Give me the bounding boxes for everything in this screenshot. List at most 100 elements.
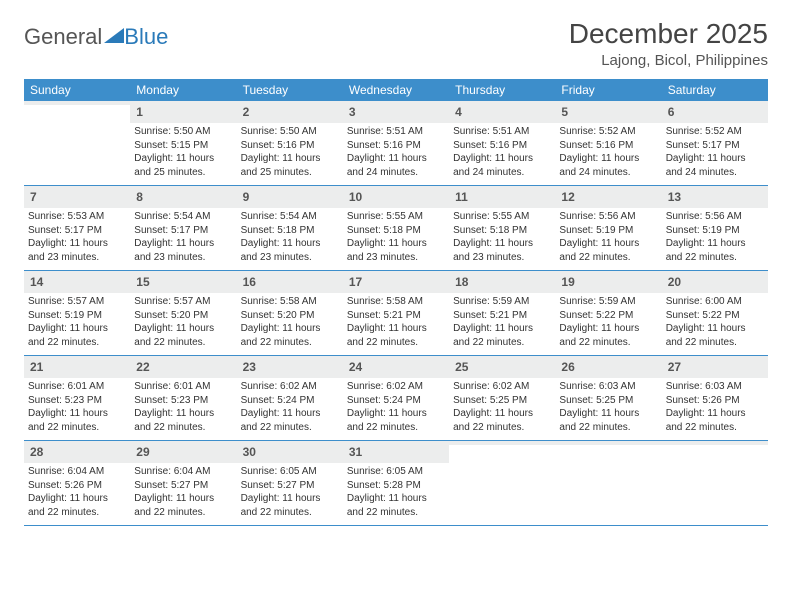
daylight-text: Daylight: 11 hours and 22 minutes. <box>666 237 764 264</box>
sunset-text: Sunset: 5:16 PM <box>559 139 657 153</box>
day-number-row: 22 <box>130 356 236 378</box>
calendar-day: 18Sunrise: 5:59 AMSunset: 5:21 PMDayligh… <box>449 271 555 355</box>
day-number: 2 <box>243 105 250 119</box>
calendar-day: 29 Sunrise: 6:04 AMSunset: 5:27 PMDayligh… <box>130 441 236 525</box>
day-number: 18 <box>455 275 468 289</box>
day-info: Sunrise: 6:04 AMSunset: 5:27 PMDaylight:… <box>134 465 232 519</box>
sunset-text: Sunset: 5:22 PM <box>666 309 764 323</box>
day-number: 17 <box>349 275 362 289</box>
calendar-day: 2Sunrise: 5:50 AMSunset: 5:16 PMDaylight… <box>237 101 343 185</box>
sunset-text: Sunset: 5:26 PM <box>28 479 126 493</box>
day-number-row: 30 <box>237 441 343 463</box>
sunrise-text: Sunrise: 6:01 AM <box>28 380 126 394</box>
day-info: Sunrise: 5:56 AMSunset: 5:19 PMDaylight:… <box>559 210 657 264</box>
day-number: 14 <box>30 275 43 289</box>
calendar-day: 30Sunrise: 6:05 AMSunset: 5:27 PMDayligh… <box>237 441 343 525</box>
daylight-text: Daylight: 11 hours and 24 minutes. <box>666 152 764 179</box>
sunrise-text: Sunrise: 5:54 AM <box>134 210 232 224</box>
sunrise-text: Sunrise: 6:00 AM <box>666 295 764 309</box>
day-number: 5 <box>561 105 568 119</box>
calendar-day: 10Sunrise: 5:55 AMSunset: 5:18 PMDayligh… <box>343 186 449 270</box>
day-number: 1 <box>136 105 143 119</box>
day-number-row: 23 <box>237 356 343 378</box>
calendar-week: 14 Sunrise: 5:57 AM Sunset: 5:19 PM Dayligh… <box>24 271 768 356</box>
day-info: Sunrise: 5:50 AMSunset: 5:15 PMDaylight:… <box>134 125 232 179</box>
day-number: 19 <box>561 275 574 289</box>
calendar-day: 15Sunrise: 5:57 AMSunset: 5:20 PMDayligh… <box>130 271 236 355</box>
day-number: 20 <box>668 275 681 289</box>
sunset-text: Sunset: 5:25 PM <box>453 394 551 408</box>
daylight-text: Daylight: 11 hours and 22 minutes. <box>134 492 232 519</box>
weekday-header: Thursday <box>449 79 555 101</box>
sunset-text: Sunset: 5:24 PM <box>347 394 445 408</box>
month-title: December 2025 <box>569 18 768 50</box>
day-number-row: 7 <box>24 186 130 208</box>
calendar-day: 6Sunrise: 5:52 AMSunset: 5:17 PMDaylight… <box>662 101 768 185</box>
weekday-header-row: Sunday Monday Tuesday Wednesday Thursday… <box>24 79 768 101</box>
sunrise-text: Sunrise: 5:50 AM <box>134 125 232 139</box>
daylight-text: Daylight: 11 hours and 22 minutes. <box>347 407 445 434</box>
day-info: Sunrise: 6:05 AMSunset: 5:27 PMDaylight:… <box>241 465 339 519</box>
day-number-row: 21 <box>24 356 130 378</box>
calendar: Sunday Monday Tuesday Wednesday Thursday… <box>24 79 768 526</box>
sunset-text: Sunset: 5:24 PM <box>241 394 339 408</box>
sunset-text: Sunset: 5:19 PM <box>28 309 126 323</box>
daylight-text: Daylight: 11 hours and 23 minutes. <box>453 237 551 264</box>
sunrise-text: Sunrise: 5:52 AM <box>666 125 764 139</box>
sunrise-text: Sunrise: 5:51 AM <box>453 125 551 139</box>
weekday-header: Friday <box>555 79 661 101</box>
day-number: 12 <box>561 190 574 204</box>
sunrise-text: Sunrise: 5:54 AM <box>241 210 339 224</box>
day-number-row <box>662 441 768 445</box>
day-number-row: 28 <box>24 441 130 463</box>
daylight-text: Daylight: 11 hours and 22 minutes. <box>241 492 339 519</box>
sunset-text: Sunset: 5:22 PM <box>559 309 657 323</box>
calendar-week: 1 Sunrise: 5:50 AMSunset: 5:15 PMDaylight… <box>24 101 768 186</box>
sunset-text: Sunset: 5:20 PM <box>241 309 339 323</box>
sunrise-text: Sunrise: 6:05 AM <box>347 465 445 479</box>
day-info: Sunrise: 5:51 AMSunset: 5:16 PMDaylight:… <box>453 125 551 179</box>
day-number-row: 29 <box>130 441 236 463</box>
sunset-text: Sunset: 5:16 PM <box>241 139 339 153</box>
sunrise-text: Sunrise: 5:55 AM <box>347 210 445 224</box>
calendar-day: 19Sunrise: 5:59 AMSunset: 5:22 PMDayligh… <box>555 271 661 355</box>
day-number-row: 6 <box>662 101 768 123</box>
day-number: 29 <box>136 445 149 459</box>
sunset-text: Sunset: 5:16 PM <box>453 139 551 153</box>
sunset-text: Sunset: 5:19 PM <box>559 224 657 238</box>
daylight-text: Daylight: 11 hours and 22 minutes. <box>666 407 764 434</box>
day-number-row: 16 <box>237 271 343 293</box>
calendar-day: 26Sunrise: 6:03 AMSunset: 5:25 PMDayligh… <box>555 356 661 440</box>
sunrise-text: Sunrise: 5:59 AM <box>559 295 657 309</box>
calendar-day: 8Sunrise: 5:54 AMSunset: 5:17 PMDaylight… <box>130 186 236 270</box>
calendar-day: 13Sunrise: 5:56 AMSunset: 5:19 PMDayligh… <box>662 186 768 270</box>
day-number: 27 <box>668 360 681 374</box>
daylight-text: Daylight: 11 hours and 24 minutes. <box>347 152 445 179</box>
calendar-week: 28Sunrise: 6:04 AMSunset: 5:26 PMDayligh… <box>24 441 768 526</box>
day-number: 7 <box>30 190 37 204</box>
day-info: Sunrise: 6:02 AMSunset: 5:24 PMDaylight:… <box>241 380 339 434</box>
weekday-header: Tuesday <box>237 79 343 101</box>
sunrise-text: Sunrise: 6:04 AM <box>28 465 126 479</box>
sunrise-text: Sunrise: 5:58 AM <box>241 295 339 309</box>
daylight-text: Daylight: 11 hours and 22 minutes. <box>453 407 551 434</box>
calendar-day: 9Sunrise: 5:54 AMSunset: 5:18 PMDaylight… <box>237 186 343 270</box>
day-info: Sunrise: 6:02 AMSunset: 5:25 PMDaylight:… <box>453 380 551 434</box>
daylight-text: Daylight: 11 hours and 22 minutes. <box>241 322 339 349</box>
sunrise-text: Sunrise: 5:56 AM <box>559 210 657 224</box>
day-info: Sunrise: 5:51 AMSunset: 5:16 PMDaylight:… <box>347 125 445 179</box>
day-number-row: 1 <box>130 101 236 123</box>
sunset-text: Sunset: 5:18 PM <box>453 224 551 238</box>
sunset-text: Sunset: 5:23 PM <box>28 394 126 408</box>
logo-text-blue: Blue <box>124 24 168 50</box>
day-number: 26 <box>561 360 574 374</box>
day-number-row: 14 <box>24 271 130 293</box>
calendar-day: 17Sunrise: 5:58 AMSunset: 5:21 PMDayligh… <box>343 271 449 355</box>
weekday-header: Saturday <box>662 79 768 101</box>
day-number: 15 <box>136 275 149 289</box>
day-number-row: 2 <box>237 101 343 123</box>
sunrise-text: Sunrise: 5:57 AM <box>134 295 232 309</box>
sunrise-text: Sunrise: 6:02 AM <box>347 380 445 394</box>
day-number: 10 <box>349 190 362 204</box>
sunrise-text: Sunrise: 6:04 AM <box>134 465 232 479</box>
